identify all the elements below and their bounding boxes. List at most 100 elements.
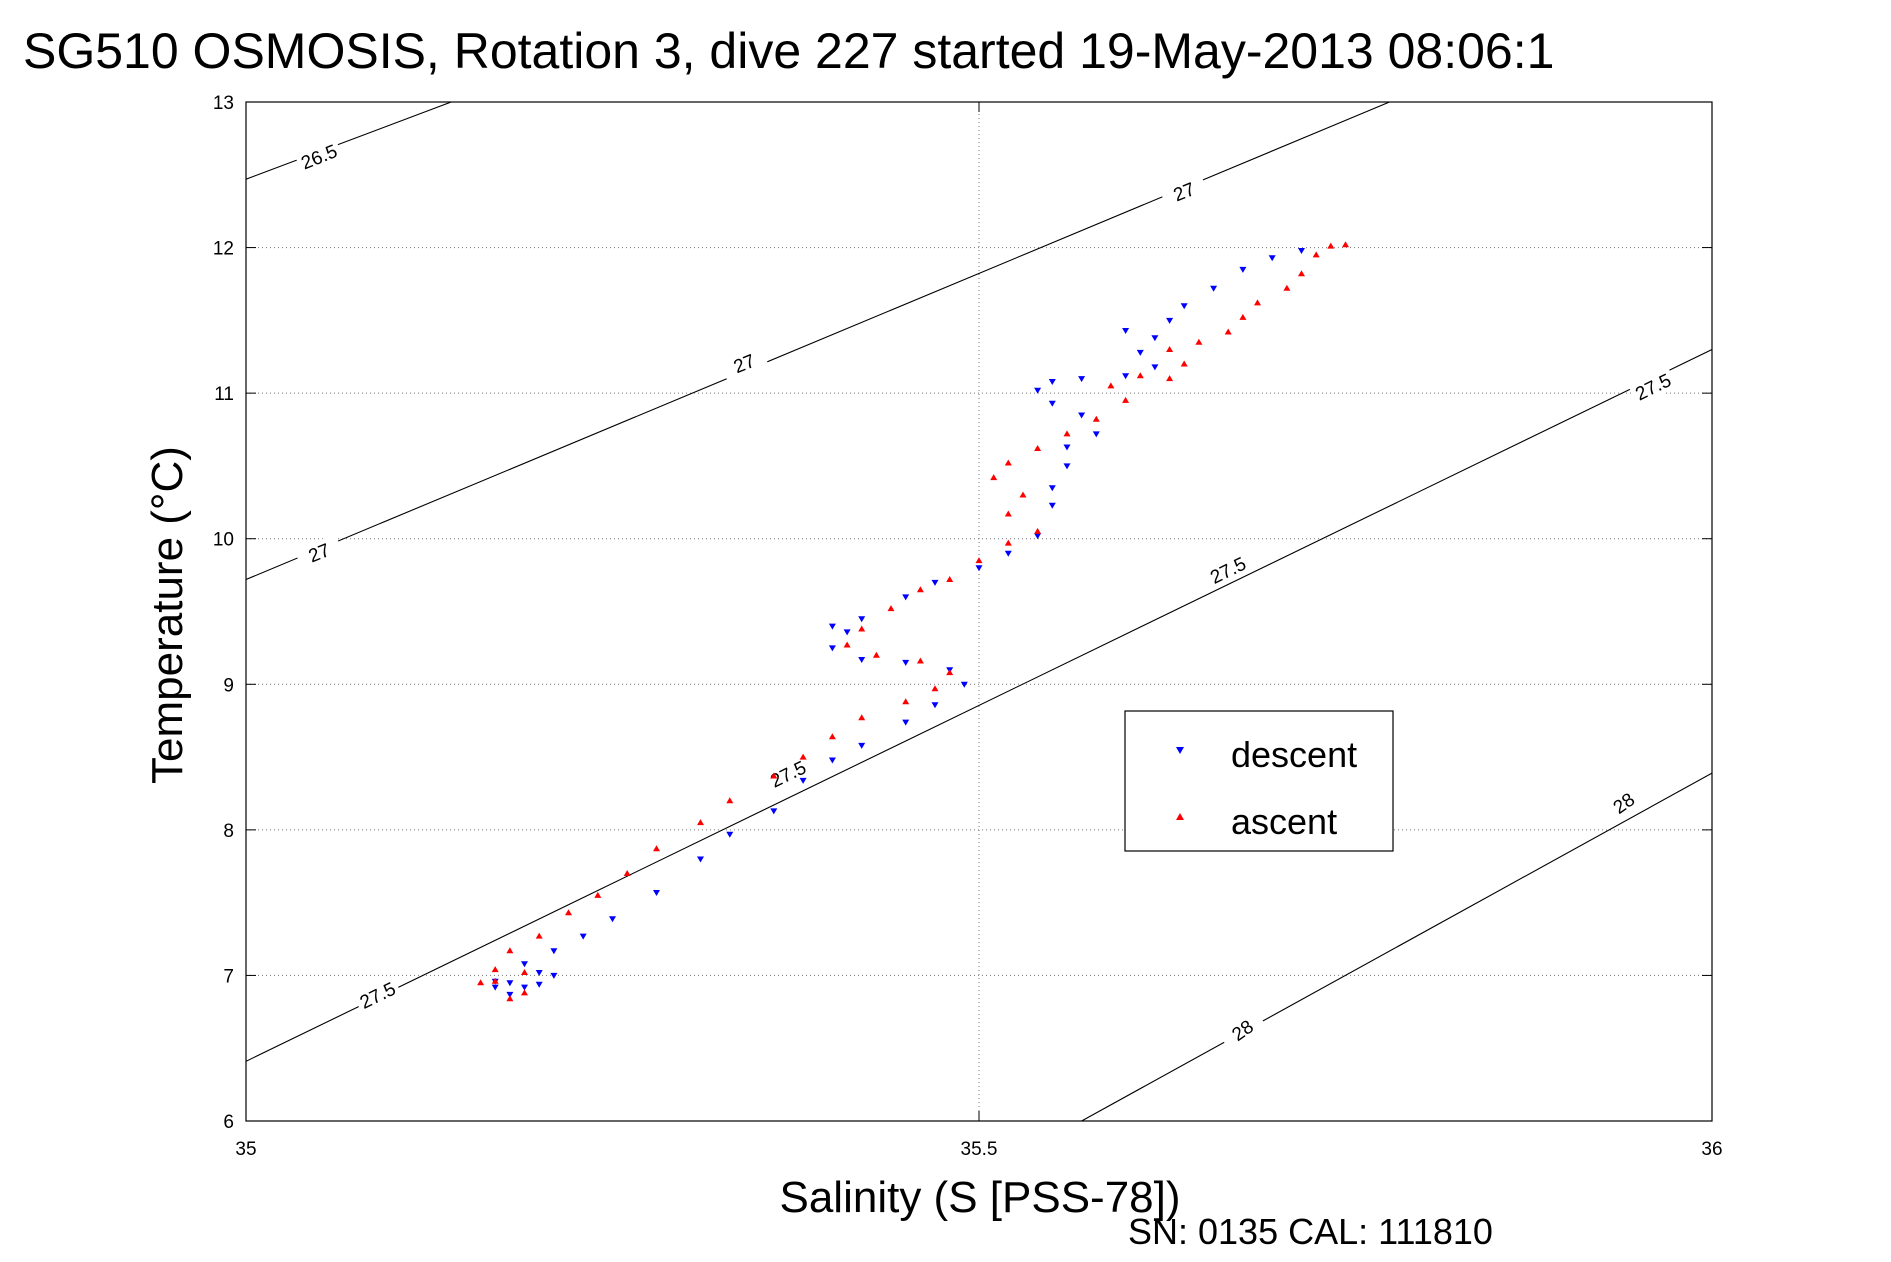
ascent-point	[623, 870, 631, 876]
descent-point	[535, 981, 543, 988]
descent-point	[960, 681, 968, 688]
descent-point	[1136, 349, 1144, 356]
contour-label-bg	[352, 975, 403, 1015]
ascent-point	[799, 753, 807, 760]
ascent-point	[1004, 510, 1012, 517]
ascent-point	[1063, 430, 1071, 437]
contour-line-27.5	[246, 349, 1712, 1062]
ascent-point	[843, 641, 851, 648]
y-tick-label: 6	[223, 1112, 234, 1133]
descent-point	[1063, 463, 1071, 470]
contour-label-bg	[1628, 366, 1678, 406]
ascent-point	[1034, 445, 1042, 451]
contour-line-28	[1081, 772, 1712, 1121]
y-tick-label: 9	[223, 675, 234, 696]
descent-point	[1004, 550, 1012, 557]
descent-point	[1048, 502, 1056, 509]
contour-label-bg	[763, 754, 813, 794]
contour-label-bg	[294, 533, 344, 571]
ascent-point	[1327, 242, 1335, 249]
descent-point	[1078, 376, 1086, 383]
axes: 35 35.5 36 6 7 8 9 10 11 12 13	[213, 93, 1723, 1160]
ascent-point	[1019, 491, 1027, 498]
descent-point	[931, 702, 939, 709]
y-tick-label: 11	[214, 384, 234, 405]
ascent-point	[477, 979, 485, 986]
ascent-point	[902, 698, 910, 705]
descent-point	[828, 645, 836, 652]
y-tick-label: 12	[213, 239, 234, 260]
descent-point	[770, 808, 778, 815]
descent-point	[697, 856, 704, 863]
ascent-point	[653, 845, 660, 852]
descent-point	[1151, 335, 1159, 342]
contour-label-bg	[1159, 172, 1209, 210]
ascent-point	[1312, 251, 1320, 258]
ascent-point	[916, 657, 924, 664]
contour-label-bg	[294, 137, 344, 175]
ascent-point	[491, 966, 499, 973]
descent-point	[1298, 248, 1305, 254]
legend-ascent-marker	[1176, 813, 1184, 820]
ascent-point	[1004, 539, 1012, 546]
descent-point	[1078, 412, 1086, 419]
contour-line-26.5	[246, 102, 452, 180]
descent-point	[506, 980, 514, 987]
descent-point	[1151, 364, 1159, 371]
descent-point	[858, 742, 866, 749]
ascent-point	[1239, 313, 1247, 320]
descent-point	[858, 616, 866, 623]
plot-background	[246, 102, 1712, 1121]
descent-point	[579, 933, 587, 940]
descent-point	[521, 984, 528, 991]
ascent-point	[594, 891, 602, 898]
ascent-point	[491, 977, 499, 984]
ascent-point	[535, 932, 543, 939]
ascent-point	[1166, 346, 1174, 352]
ascent-point	[697, 819, 704, 826]
descent-point	[1122, 328, 1130, 334]
legend: descent ascent	[1124, 710, 1394, 852]
ascent-point	[521, 989, 528, 996]
descent-point	[902, 719, 910, 726]
descent-point	[535, 970, 543, 976]
contour-label-bg	[719, 344, 769, 382]
ascent-point	[975, 557, 983, 564]
ascent-point	[1298, 270, 1305, 277]
ascent-point	[726, 797, 734, 804]
ascent-point	[770, 772, 778, 779]
ascent-point	[858, 714, 866, 721]
descent-point	[799, 777, 807, 784]
descent-point	[1048, 485, 1056, 492]
ascent-point	[521, 969, 528, 975]
descent-point	[1180, 303, 1188, 310]
ascent-point	[1136, 372, 1144, 379]
ascent-point	[946, 669, 954, 676]
data-points	[477, 241, 1349, 1002]
ascent-point	[1034, 527, 1042, 534]
serial-calibration-label: SN: 0135 CAL: 111810	[1128, 1211, 1493, 1252]
descent-point	[726, 831, 734, 838]
ascent-point	[506, 995, 514, 1002]
descent-point	[653, 890, 660, 896]
ascent-point	[1224, 328, 1232, 335]
ascent-point	[565, 909, 572, 916]
ascent-point	[931, 685, 939, 692]
y-axis-label: Temperature (°C)	[143, 446, 192, 784]
legend-descent-label: descent	[1231, 734, 1357, 775]
descent-point	[902, 594, 910, 601]
ascent-point	[946, 576, 954, 582]
ascent-point	[1004, 459, 1012, 466]
x-tick-label: 35	[235, 1139, 256, 1160]
plot-area	[246, 102, 1712, 1121]
ascent-point	[916, 586, 924, 593]
ascent-point	[1254, 299, 1261, 306]
ascent-point	[990, 474, 998, 481]
descent-point	[1122, 373, 1130, 380]
descent-point	[1239, 266, 1247, 273]
descent-point	[491, 984, 499, 991]
descent-point	[521, 961, 528, 968]
ascent-point	[872, 651, 880, 658]
